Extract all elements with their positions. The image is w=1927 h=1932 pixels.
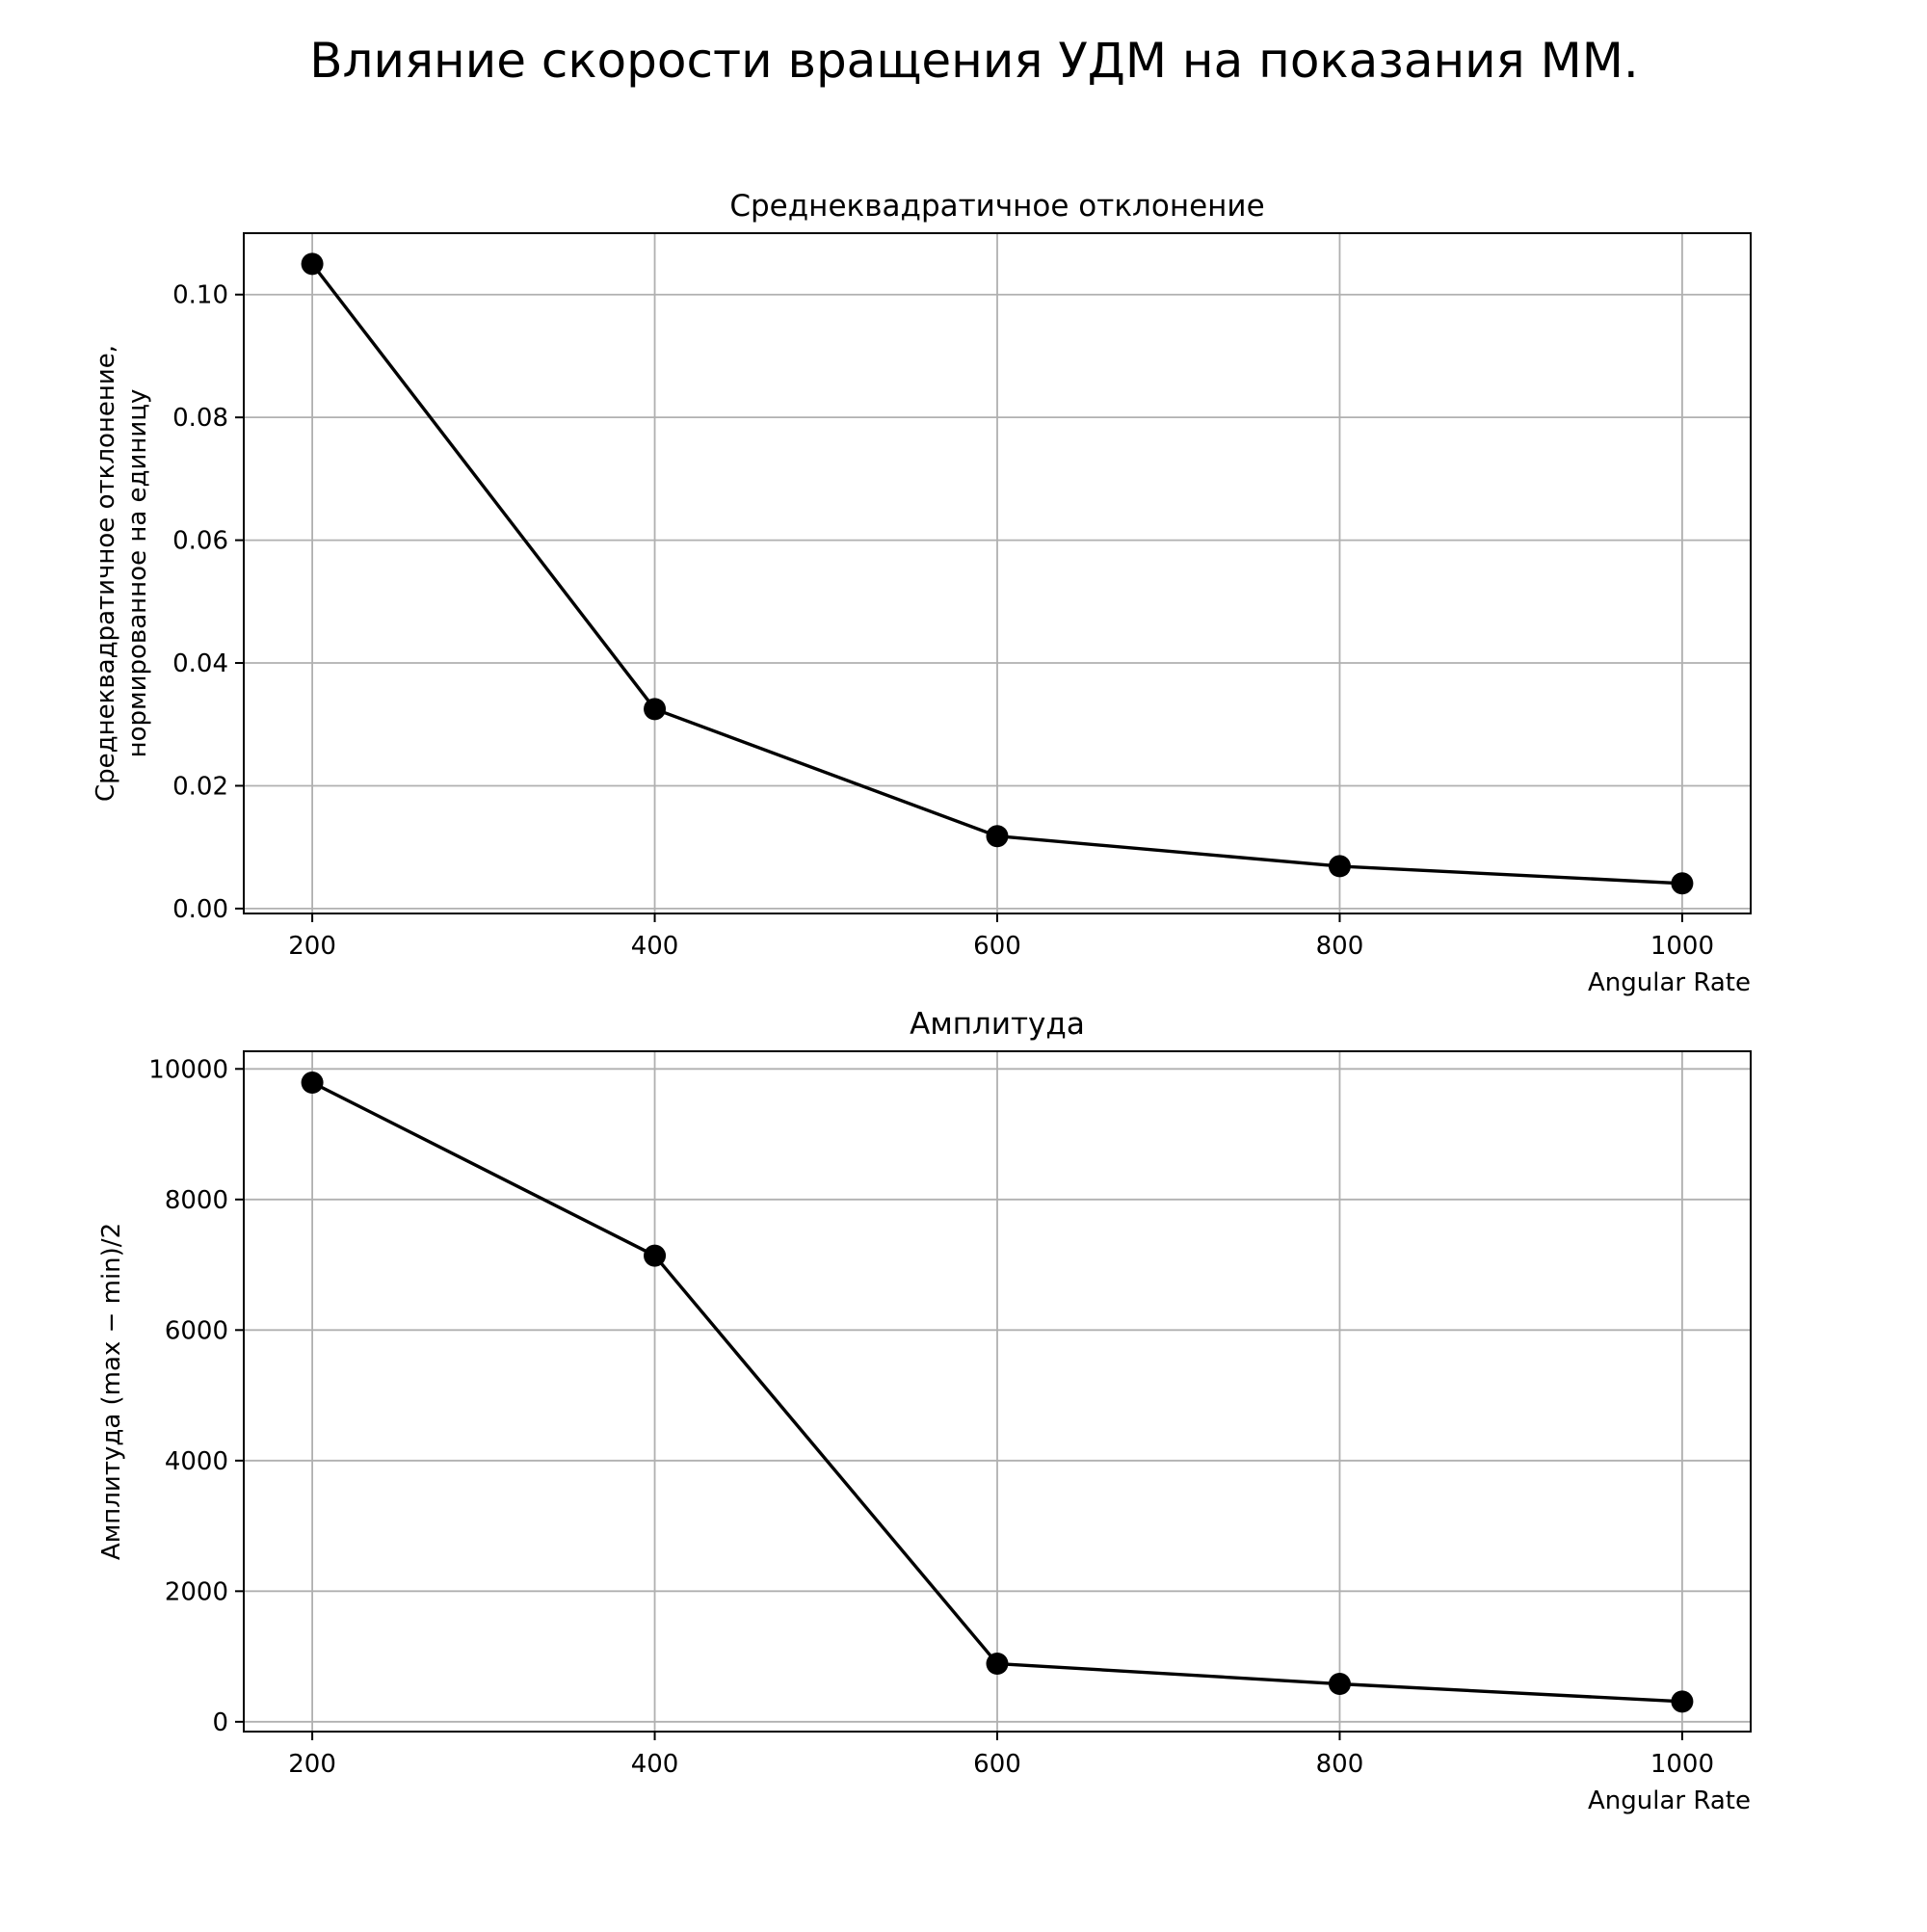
y-tick-label: 0 <box>212 1708 228 1737</box>
y-tick-label: 6000 <box>165 1316 228 1345</box>
subplot-title: Среднеквадратичное отклонение <box>729 189 1264 224</box>
figure-title: Влияние скорости вращения УДМ на показан… <box>309 33 1639 89</box>
x-tick-label: 1000 <box>1650 1750 1714 1779</box>
x-tick-label: 1000 <box>1650 932 1714 961</box>
y-tick-label: 0.02 <box>172 772 228 801</box>
y-axis-label: нормированное на единицу <box>123 389 152 758</box>
y-tick-label: 8000 <box>165 1186 228 1215</box>
x-tick-label: 600 <box>973 1750 1021 1779</box>
data-point <box>1671 872 1693 894</box>
y-axis-label: Среднеквадратичное отклонение, <box>92 345 120 802</box>
x-tick-label: 600 <box>973 932 1021 961</box>
x-tick-label: 400 <box>631 932 679 961</box>
y-tick-label: 0.04 <box>172 649 228 678</box>
data-point <box>302 252 324 275</box>
x-axis-label: Angular Rate <box>1588 1786 1751 1815</box>
data-point <box>1671 1690 1693 1712</box>
y-axis-label: Амплитуда (max − min)/2 <box>97 1223 126 1560</box>
subplot-2: 200 400 600 800 10000200040006000800010000Ам… <box>97 1007 1751 1815</box>
data-point <box>644 698 666 720</box>
data-point <box>1329 1673 1351 1695</box>
x-tick-label: 400 <box>631 1750 679 1779</box>
y-tick-label: 0.10 <box>172 281 228 310</box>
subplot-1: 200 400 600 800 1000 0.00 0.02 0.04 0.06 0.08 0.10… <box>92 189 1751 997</box>
y-tick-label: 4000 <box>165 1447 228 1476</box>
x-tick-label: 200 <box>288 1750 336 1779</box>
x-axis-label: Angular Rate <box>1588 968 1751 997</box>
data-point <box>1329 855 1351 877</box>
y-tick-label: 0.06 <box>172 527 228 556</box>
data-point <box>987 1653 1009 1675</box>
data-point <box>987 825 1009 847</box>
x-tick-label: 200 <box>288 932 336 961</box>
y-tick-label: 2000 <box>165 1577 228 1606</box>
y-tick-label: 0.08 <box>172 404 228 433</box>
y-tick-label: 0.00 <box>172 895 228 924</box>
y-tick-label: 10000 <box>148 1055 228 1084</box>
data-point <box>644 1245 666 1267</box>
x-tick-label: 800 <box>1316 932 1364 961</box>
subplot-title: Амплитуда <box>910 1007 1085 1042</box>
x-tick-label: 800 <box>1316 1750 1364 1779</box>
data-point <box>302 1072 324 1094</box>
